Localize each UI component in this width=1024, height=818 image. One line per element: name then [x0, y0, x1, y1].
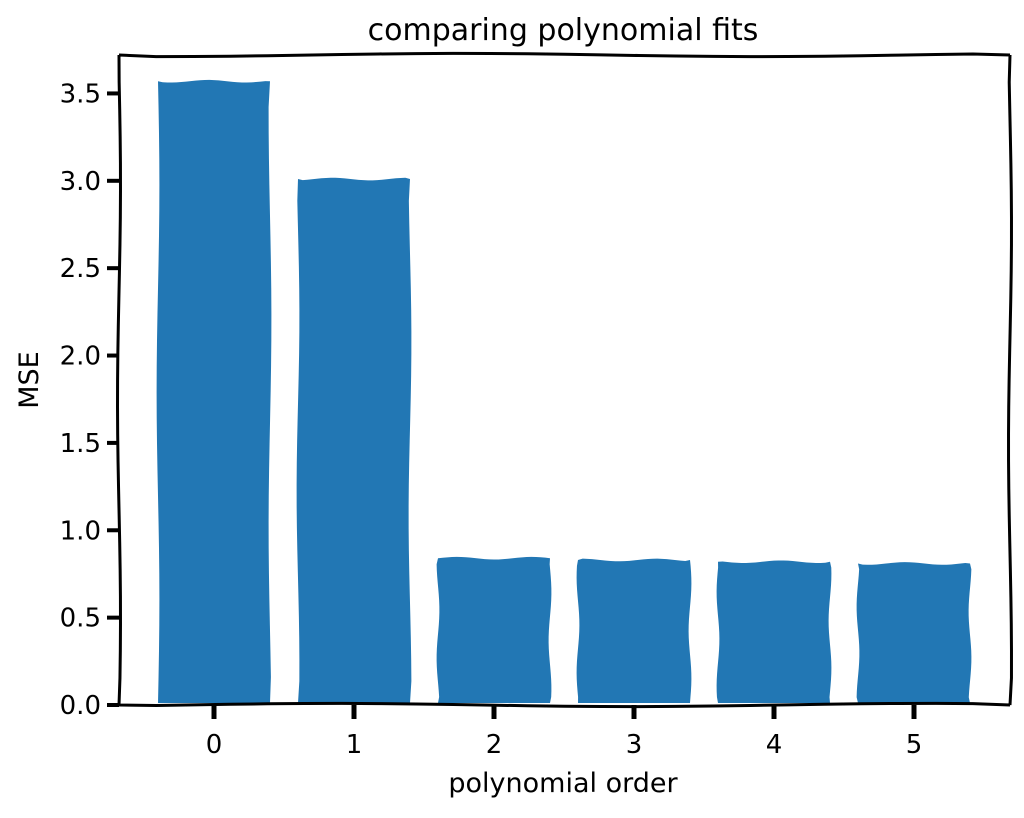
y-tick-label: 0.0 [60, 691, 101, 721]
y-tick-label: 1.5 [60, 429, 101, 459]
y-axis-ticks: 0.0 0.5 1.0 1.5 2.0 2.5 3.0 3.5 [60, 79, 119, 721]
y-tick-label: 1.0 [60, 516, 101, 546]
x-tick-label: 0 [206, 730, 223, 760]
plot-frame [116, 51, 1013, 709]
x-axis-ticks: 0 1 2 3 4 5 [206, 705, 923, 760]
y-tick-label: 3.0 [60, 167, 101, 197]
x-tick-label: 3 [626, 730, 643, 760]
x-axis-label: polynomial order [448, 768, 678, 799]
y-axis-label: MSE [14, 351, 45, 409]
bar-5 [856, 562, 972, 703]
y-tick-label: 2.0 [60, 342, 101, 372]
x-tick-label: 1 [346, 730, 363, 760]
x-tick-label: 4 [766, 730, 783, 760]
y-tick-label: 0.5 [60, 604, 101, 634]
x-tick-label: 2 [486, 730, 503, 760]
bars-layer [156, 79, 972, 704]
bar-3 [576, 558, 692, 703]
y-tick-label: 3.5 [60, 79, 101, 109]
bar-1 [296, 177, 412, 703]
chart-title: comparing polynomial fits [368, 13, 759, 48]
y-tick-label: 2.5 [60, 254, 101, 284]
bar-2 [436, 556, 552, 703]
bar-4 [716, 560, 832, 703]
bar-0 [156, 79, 272, 704]
x-tick-label: 5 [906, 730, 923, 760]
